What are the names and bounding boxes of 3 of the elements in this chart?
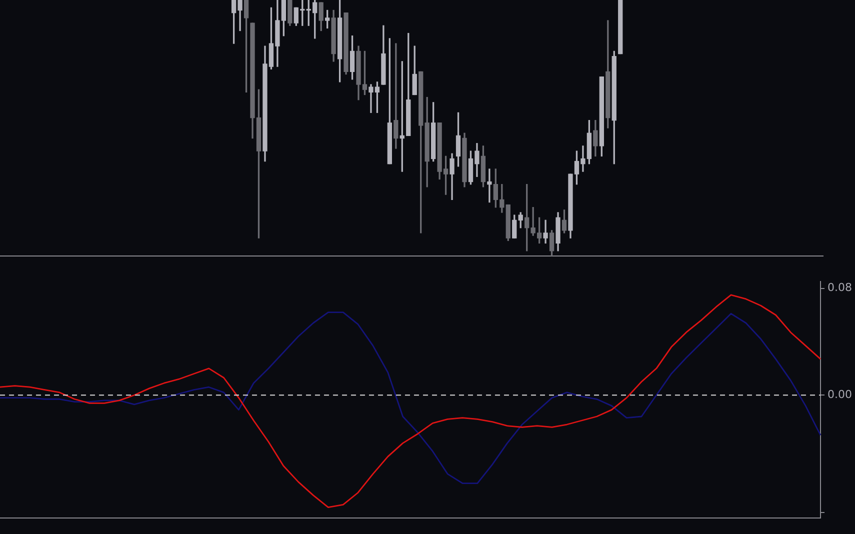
candlestick bbox=[618, 0, 623, 54]
y-tick-label: 0.00 bbox=[828, 388, 852, 401]
y-tick-label: 0.08 bbox=[828, 281, 852, 294]
